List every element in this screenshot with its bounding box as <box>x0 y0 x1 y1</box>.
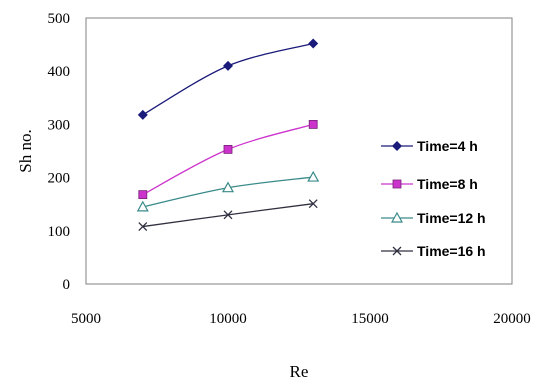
plot-area <box>85 17 513 285</box>
data-point-series-4 <box>223 210 233 220</box>
data-point-series-3 <box>221 181 235 193</box>
y-axis-title: Sh no. <box>16 129 35 172</box>
x-tick-label: 10000 <box>209 311 247 327</box>
axis-ticks: 5000 10000 15000 20000 0 100 200 300 400 500 <box>48 11 531 327</box>
legend-marker-3 <box>390 211 404 223</box>
legend-label-3: Time=12 h <box>417 210 486 226</box>
data-point-series-1 <box>308 38 319 49</box>
legend-label-2: Time=8 h <box>417 176 478 192</box>
data-point-series-3 <box>136 200 149 212</box>
y-tick-label: 100 <box>48 224 71 240</box>
data-point-series-2 <box>138 190 148 200</box>
legend-label-4: Time=16 h <box>417 243 486 259</box>
y-tick-label: 0 <box>63 277 71 293</box>
y-tick-label: 400 <box>48 64 71 80</box>
y-tick-label: 500 <box>48 11 71 27</box>
y-tick-label: 200 <box>48 171 71 187</box>
legend-marker-1 <box>392 141 402 151</box>
x-tick-label: 5000 <box>71 311 101 327</box>
legend-marker-4 <box>392 246 402 256</box>
legend-marker-2 <box>392 179 402 189</box>
data-point-series-4 <box>138 222 148 232</box>
data-point-series-1 <box>137 109 148 120</box>
x-tick-label: 15000 <box>351 311 389 327</box>
data-point-series-3 <box>307 170 320 182</box>
data-point-series-4 <box>308 199 318 209</box>
legend: Time=4 h Time=8 h Time=12 h Time=16 h <box>381 138 486 259</box>
x-axis-title: Re <box>290 362 309 381</box>
data-point-series-2 <box>308 120 318 129</box>
y-tick-label: 300 <box>48 117 71 133</box>
data-point-series-2 <box>223 145 233 154</box>
x-tick-label: 20000 <box>493 311 531 327</box>
data-point-series-1 <box>223 60 233 71</box>
chart-marks <box>136 38 320 232</box>
legend-label-1: Time=4 h <box>417 138 478 154</box>
